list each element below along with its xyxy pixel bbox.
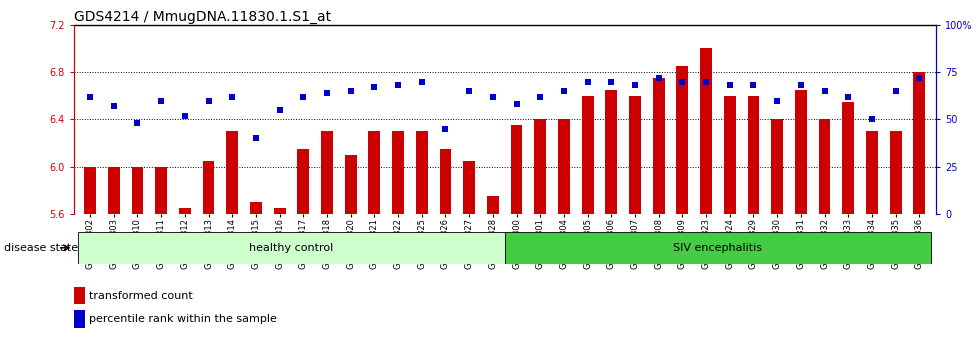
Text: percentile rank within the sample: percentile rank within the sample bbox=[89, 314, 276, 324]
Point bbox=[722, 82, 738, 88]
Point bbox=[177, 113, 193, 119]
Bar bbox=[368, 131, 380, 214]
Point bbox=[224, 94, 240, 99]
Text: GDS4214 / MmugDNA.11830.1.S1_at: GDS4214 / MmugDNA.11830.1.S1_at bbox=[74, 10, 330, 24]
Point bbox=[816, 88, 832, 94]
Bar bbox=[676, 66, 688, 214]
Point bbox=[153, 98, 169, 103]
Bar bbox=[890, 131, 902, 214]
Point bbox=[580, 79, 596, 84]
Point bbox=[674, 79, 690, 84]
Point bbox=[296, 94, 312, 99]
Point bbox=[793, 82, 808, 88]
Bar bbox=[700, 48, 712, 214]
Point bbox=[367, 85, 382, 90]
Point bbox=[485, 94, 501, 99]
Point bbox=[414, 79, 429, 84]
Bar bbox=[74, 287, 84, 304]
Bar bbox=[84, 167, 96, 214]
Point bbox=[911, 75, 927, 81]
Text: SIV encephalitis: SIV encephalitis bbox=[673, 243, 762, 253]
Bar bbox=[416, 131, 427, 214]
Bar bbox=[505, 232, 931, 264]
Point bbox=[888, 88, 904, 94]
Point bbox=[864, 116, 880, 122]
Point bbox=[271, 107, 287, 113]
Text: healthy control: healthy control bbox=[249, 243, 333, 253]
Text: disease state: disease state bbox=[4, 243, 78, 253]
Point bbox=[343, 88, 359, 94]
Point bbox=[746, 82, 761, 88]
Bar bbox=[558, 119, 569, 214]
Bar bbox=[250, 202, 262, 214]
Text: transformed count: transformed count bbox=[89, 291, 193, 301]
Bar bbox=[653, 78, 664, 214]
Point bbox=[509, 102, 524, 107]
Bar bbox=[818, 119, 830, 214]
Bar bbox=[795, 90, 807, 214]
Point bbox=[438, 126, 454, 132]
Point bbox=[769, 98, 785, 103]
Bar bbox=[606, 90, 617, 214]
Bar bbox=[582, 96, 594, 214]
Bar bbox=[866, 131, 878, 214]
Bar bbox=[273, 208, 285, 214]
Point bbox=[604, 79, 619, 84]
Bar bbox=[155, 167, 167, 214]
Point bbox=[651, 75, 666, 81]
Point bbox=[627, 82, 643, 88]
Point bbox=[201, 98, 217, 103]
Point bbox=[390, 82, 406, 88]
Bar bbox=[108, 167, 120, 214]
Bar bbox=[511, 125, 522, 214]
Bar bbox=[724, 96, 736, 214]
Bar bbox=[179, 208, 191, 214]
Point bbox=[248, 136, 264, 141]
Bar bbox=[771, 119, 783, 214]
Bar bbox=[226, 131, 238, 214]
Bar bbox=[297, 149, 310, 214]
Point bbox=[129, 120, 145, 126]
Point bbox=[106, 103, 122, 109]
Point bbox=[319, 90, 335, 96]
Bar bbox=[74, 310, 84, 328]
Point bbox=[532, 94, 548, 99]
Bar bbox=[131, 167, 143, 214]
Point bbox=[462, 88, 477, 94]
Bar bbox=[843, 102, 855, 214]
Bar bbox=[748, 96, 760, 214]
Bar bbox=[203, 161, 215, 214]
Bar bbox=[392, 131, 404, 214]
Bar bbox=[440, 149, 452, 214]
Bar bbox=[321, 131, 333, 214]
Point bbox=[698, 79, 713, 84]
Point bbox=[841, 94, 857, 99]
Bar bbox=[629, 96, 641, 214]
Bar bbox=[534, 119, 546, 214]
Bar bbox=[913, 72, 925, 214]
Bar bbox=[78, 232, 505, 264]
Bar bbox=[487, 196, 499, 214]
Bar bbox=[345, 155, 357, 214]
Point bbox=[82, 94, 98, 99]
Point bbox=[556, 88, 571, 94]
Bar bbox=[464, 161, 475, 214]
